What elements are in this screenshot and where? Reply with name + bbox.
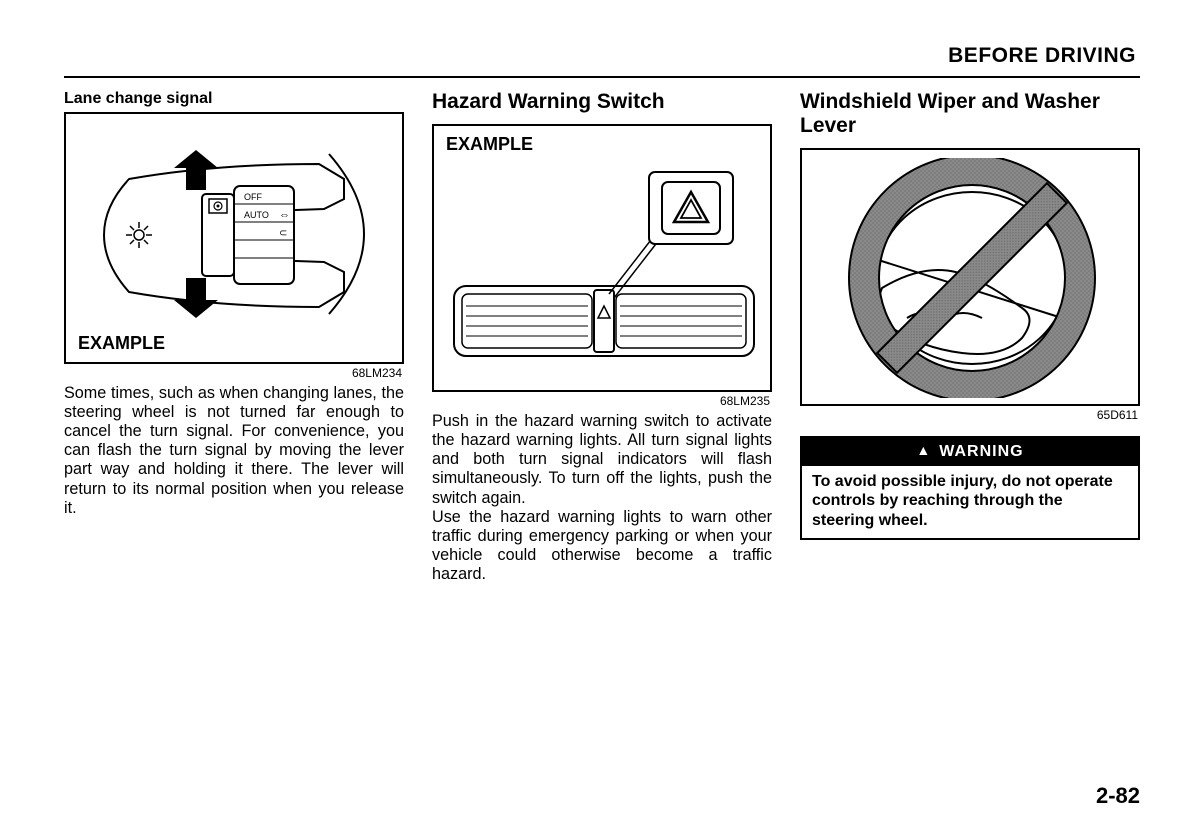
svg-text:OFF: OFF	[244, 192, 262, 202]
hazard-body: Push in the hazard warning switch to act…	[432, 412, 772, 584]
warning-triangle-icon: ▲	[916, 442, 931, 458]
warning-body-text: To avoid possible injury, do not operate…	[802, 466, 1138, 538]
page-section-header: BEFORE DRIVING	[64, 44, 1140, 76]
wiper-title: Windshield Wiper and Washer Lever	[800, 90, 1140, 138]
lane-change-subhead: Lane change signal	[64, 90, 404, 108]
figure-hazard: EXAMPLE	[432, 124, 772, 392]
column-lane-change: Lane change signal OFF AUTO ⇔ ⊂	[64, 90, 404, 584]
figure3-code: 65D611	[800, 408, 1140, 422]
hazard-switch-illustration	[444, 166, 764, 376]
figure1-example-label: EXAMPLE	[78, 333, 165, 354]
figure2-code: 68LM235	[432, 394, 772, 408]
figure-lane-change: OFF AUTO ⇔ ⊂ EXAMPLE	[64, 112, 404, 364]
svg-text:AUTO: AUTO	[244, 210, 269, 220]
warning-box: ▲ WARNING To avoid possible injury, do no…	[800, 436, 1140, 540]
figure-wiper-warning	[800, 148, 1140, 406]
content-columns: Lane change signal OFF AUTO ⇔ ⊂	[64, 90, 1140, 584]
svg-text:⊂: ⊂	[279, 228, 287, 239]
hazard-title: Hazard Warning Switch	[432, 90, 772, 114]
lane-change-body: Some times, such as when changing lanes,…	[64, 384, 404, 518]
header-rule	[64, 76, 1140, 78]
column-wiper: Windshield Wiper and Washer Lever	[800, 90, 1140, 584]
page-number: 2-82	[1096, 783, 1140, 809]
figure2-example-label: EXAMPLE	[446, 134, 533, 155]
figure1-code: 68LM234	[64, 366, 404, 380]
warning-header: ▲ WARNING	[802, 438, 1138, 466]
prohibition-illustration	[812, 158, 1132, 398]
warning-label: WARNING	[939, 443, 1023, 460]
column-hazard: Hazard Warning Switch EXAMPLE	[432, 90, 772, 584]
svg-text:⇔: ⇔	[279, 209, 290, 221]
lane-change-lever-illustration: OFF AUTO ⇔ ⊂	[84, 144, 384, 324]
